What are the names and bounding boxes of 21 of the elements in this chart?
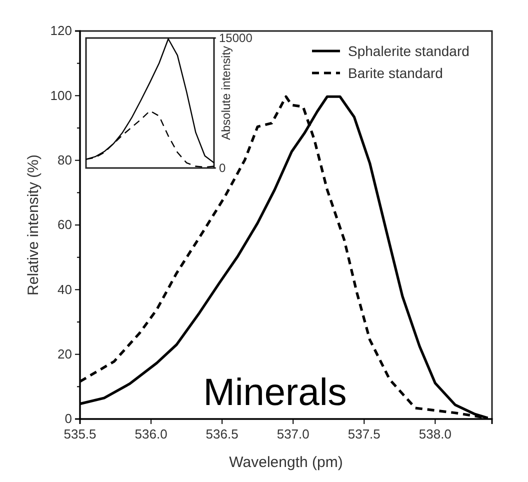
x-tick-label: 536.0 (134, 426, 168, 442)
y-tick-label: 0 (219, 160, 226, 175)
y-tick-label: 100 (50, 88, 72, 103)
y-tick-label: 80 (58, 152, 72, 168)
annotation: Minerals (203, 372, 347, 414)
x-tick-label: 536.5 (206, 426, 238, 442)
legend-label: Barite standard (348, 65, 443, 81)
y-tick-label: 15000 (219, 30, 253, 45)
y-axis-title: Absolute intensity (219, 46, 233, 140)
x-tick-label: 538.0 (418, 426, 452, 442)
x-tick-label: 537.5 (348, 426, 380, 442)
y-tick-label: 0 (64, 411, 72, 426)
legend-label: Sphalerite standard (348, 43, 470, 59)
y-tick-label: 60 (58, 217, 72, 232)
x-tick-label: 537.0 (276, 426, 310, 442)
x-tick-label: 535.5 (64, 426, 96, 442)
y-tick-label: 120 (50, 23, 72, 38)
y-tick-label: 40 (58, 282, 72, 297)
y-axis-title: Relative intensity (%) (25, 154, 42, 296)
x-axis-title: Wavelength (pm) (229, 454, 343, 471)
y-tick-label: 20 (58, 346, 72, 362)
